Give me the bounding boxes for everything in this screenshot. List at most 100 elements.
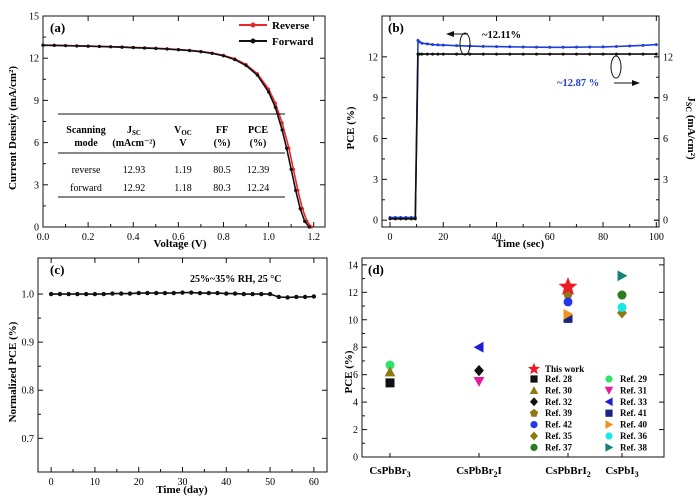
legend-marker-ref-33 — [604, 397, 613, 407]
panel-b-pce-point — [409, 217, 413, 221]
panel-b-pce-point — [431, 52, 435, 56]
panel-d-point-ref-38 — [617, 270, 628, 282]
panel-c-frame — [37, 257, 328, 473]
panel-a-forward-point — [97, 44, 101, 49]
panel-b-x-tick-label: 20 — [438, 232, 448, 243]
panel-c-pce-point — [180, 290, 185, 295]
panel-b-annotation-pce: ~12.11% — [446, 30, 521, 56]
panel-d-frame — [361, 257, 665, 458]
panel-d-category-label: CsPbBrI2 — [545, 465, 591, 479]
panel-d-y-tick-label: 2 — [353, 425, 358, 436]
panel-c-pce-point — [294, 294, 299, 300]
legend-marker-ref-40 — [605, 420, 614, 429]
panel-d-point-ref-41 — [563, 313, 573, 323]
legend-marker-ref-28 — [530, 375, 538, 383]
panel-b-pce-point — [399, 217, 403, 221]
panel-d-y-axis-title: PCE (%) — [343, 350, 355, 393]
panel-b-jsc-point — [561, 45, 565, 49]
legend-label-ref-32: Ref. 32 — [545, 397, 572, 407]
panel-b-jsc-point — [534, 45, 538, 49]
panel-a-x-tick-label: 0.8 — [217, 232, 230, 243]
panel-a-y-tick-label: 0 — [34, 223, 39, 234]
panel-b-pce-point — [561, 52, 565, 56]
panel-c-pce-point — [57, 291, 63, 297]
panel-a-forward-point — [273, 105, 277, 110]
panel-c-pce-point — [75, 291, 80, 297]
panel-a-forward-point — [120, 45, 124, 49]
panel-b-y-axis-title-left: PCE (%) — [345, 106, 357, 149]
panel-a-table: Scanning mode JSC (mAcm⁻²) VOC V FF (%) … — [58, 113, 285, 198]
panel-b-jsc-point — [441, 43, 445, 47]
panel-a-y-tick-label: 15 — [29, 12, 39, 23]
panel-b-pce-point — [388, 217, 392, 221]
panel-b-pce-point — [495, 52, 499, 56]
panel-b-jsc-point — [508, 45, 512, 49]
panel-d-point-ref-35 — [617, 307, 627, 319]
panel-c-x-tick-label: 30 — [178, 477, 188, 488]
panel-c-y-tick-label: 1.0 — [22, 290, 35, 301]
panel-c-label: (c) — [50, 262, 64, 277]
panel-d-y-tick-label: 14 — [348, 260, 358, 271]
panel-c-pce-point — [232, 291, 238, 296]
panel-b-y-tick-label-right: 9 — [663, 93, 668, 104]
panel-a-plot: 0.0 0.2 0.4 0.6 0.8 1.0 1.2 0 3 6 9 12 15 — [29, 12, 326, 243]
panel-b-y-tick-label-right: 12 — [663, 52, 673, 63]
panel-a-x-tick-label: 0.2 — [82, 232, 95, 243]
panel-c-x-tick-label: 10 — [90, 477, 100, 488]
panel-c-pce-point — [215, 290, 220, 296]
panel-a-forward-point — [176, 48, 180, 52]
panel-b-x-tick-label: 80 — [598, 232, 608, 243]
panel-a-label: (a) — [50, 20, 65, 35]
legend-marker-this-work — [527, 362, 541, 375]
panel-a-x-tick-label: 0.6 — [172, 232, 185, 243]
panel-b-y-tick-label: 3 — [373, 175, 378, 186]
panel-a-forward-point — [280, 128, 284, 132]
panel-c: 0 10 20 30 40 50 60 0.7 0.8 0.9 1.0 (c) 25%~35% RH… — [7, 257, 328, 496]
panel-a-x-axis-title: Voltage (V) — [153, 238, 206, 250]
panel-d-point-ref-33 — [473, 341, 484, 353]
table-row-reverse-voc: 1.19 — [174, 165, 192, 176]
panel-a-forward-point — [41, 43, 45, 47]
panel-b-jsc-point — [420, 41, 424, 45]
panel-d-point-this-work — [558, 277, 578, 295]
panel-b-y-tick-label: 6 — [373, 134, 378, 145]
panel-b-pce-point — [601, 52, 605, 56]
table-header-mode: Scanning — [66, 125, 105, 136]
panel-d-point-ref-30 — [384, 366, 396, 377]
panel-b-pce-point — [468, 52, 472, 56]
panel-a-reverse-point — [296, 188, 300, 193]
legend-label-ref-41: Ref. 41 — [620, 408, 647, 418]
legend-label-ref-37: Ref. 37 — [545, 442, 572, 452]
panel-a-forward-point — [285, 146, 289, 150]
table-row-reverse-ff: 80.5 — [213, 165, 231, 176]
panel-b-y-tick-label-right: 0 — [663, 216, 668, 227]
panel-b-jsc-point — [548, 45, 552, 49]
table-header-voc: VOC — [174, 125, 192, 137]
panel-d-category-label: CsPbBr3 — [369, 465, 410, 479]
legend-label-ref-31: Ref. 31 — [620, 385, 647, 395]
panel-d-point-ref-32 — [474, 364, 484, 377]
panel-a-forward-point — [298, 207, 302, 211]
table-header-ff-sub: (%) — [214, 138, 231, 149]
panel-b-pce-point — [614, 52, 618, 56]
table-row-forward-mode: forward — [70, 183, 102, 194]
panel-c-pce-point — [267, 291, 273, 297]
table-row-forward-ff: 80.3 — [213, 183, 231, 194]
legend-label-ref-39: Ref. 39 — [545, 408, 572, 418]
panel-b-jsc-point — [614, 44, 618, 48]
panel-b-jsc-point — [601, 45, 605, 49]
legend-label-ref-33: Ref. 33 — [620, 397, 647, 407]
panel-d-label: (d) — [368, 262, 384, 277]
panel-a-x-tick-label: 0.4 — [127, 232, 140, 243]
legend-marker-ref-29 — [605, 375, 613, 383]
panel-b-jsc-point — [628, 44, 632, 48]
panel-c-pce-point — [136, 290, 141, 296]
panel-b-pce-point — [548, 52, 552, 56]
legend-label-ref-40: Ref. 40 — [620, 420, 647, 430]
panel-c-y-tick-label: 0.8 — [22, 386, 35, 397]
panel-b-jsc-point — [495, 45, 499, 49]
panel-a-forward-point — [244, 63, 248, 68]
panel-c-y-axis-title: Normalized PCE (%) — [7, 321, 19, 422]
